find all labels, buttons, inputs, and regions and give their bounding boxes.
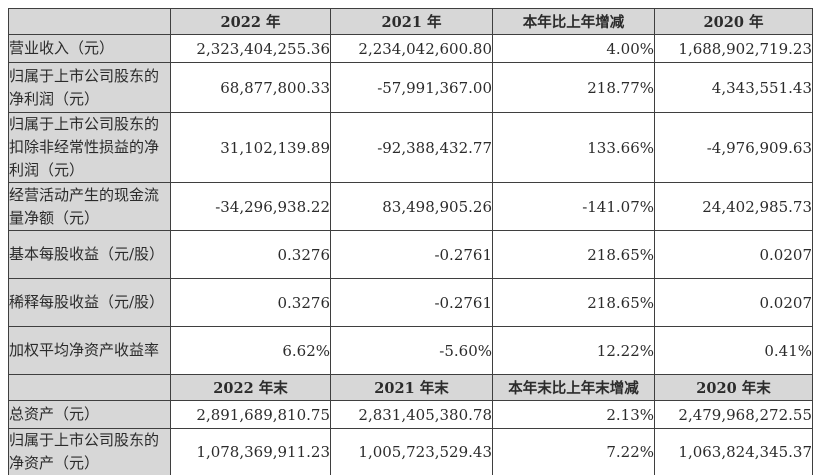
cell-2021: 2,831,405,380.78: [330, 400, 493, 429]
cell-2022: 0.3276: [170, 278, 331, 327]
cell-yoy-change: 12.22%: [492, 326, 655, 375]
cell-2020: 0.0207: [654, 230, 813, 279]
cell-2020: 0.0207: [654, 278, 813, 327]
eoy-header-2020: 2020 年末: [654, 374, 813, 401]
eoy-header-2022: 2022 年末: [170, 374, 331, 401]
table-row-net-profit: 归属于上市公司股东的净利润（元） 68,877,800.33 -57,991,3…: [8, 62, 813, 113]
cell-yoy-change: 133.66%: [492, 112, 655, 183]
row-label: 总资产（元）: [8, 400, 171, 429]
cell-yoy-change: 218.65%: [492, 230, 655, 279]
table-row-net-profit-excl-nonrecurring: 归属于上市公司股东的扣除非经常性损益的净利润（元） 31,102,139.89 …: [8, 112, 813, 183]
cell-2020: 1,688,902,719.23: [654, 34, 813, 63]
row-label: 归属于上市公司股东的净利润（元）: [8, 62, 171, 113]
financial-summary-table: 2022 年 2021 年 本年比上年增减 2020 年 营业收入（元） 2,3…: [8, 8, 813, 475]
cell-2022: 68,877,800.33: [170, 62, 331, 113]
cell-yoy-change: 4.00%: [492, 34, 655, 63]
row-label: 经营活动产生的现金流量净额（元）: [8, 182, 171, 231]
cell-2020: 0.41%: [654, 326, 813, 375]
cell-2021: 2,234,042,600.80: [330, 34, 493, 63]
annual-header-yoy-change: 本年比上年增减: [492, 8, 655, 35]
cell-2022: 0.3276: [170, 230, 331, 279]
cell-yoy-change: 2.13%: [492, 400, 655, 429]
annual-header-empty-cell: [8, 8, 171, 35]
row-label: 营业收入（元）: [8, 34, 171, 63]
table-row-total-assets: 总资产（元） 2,891,689,810.75 2,831,405,380.78…: [8, 400, 813, 429]
table-row-diluted-eps: 稀释每股收益（元/股） 0.3276 -0.2761 218.65% 0.020…: [8, 278, 813, 327]
cell-2021: -57,991,367.00: [330, 62, 493, 113]
table-row-net-assets: 归属于上市公司股东的净资产（元） 1,078,369,911.23 1,005,…: [8, 428, 813, 475]
eoy-header-yoy-change: 本年末比上年末增减: [492, 374, 655, 401]
table-row-revenue: 营业收入（元） 2,323,404,255.36 2,234,042,600.8…: [8, 34, 813, 63]
annual-header-row: 2022 年 2021 年 本年比上年增减 2020 年: [8, 8, 813, 35]
cell-yoy-change: 218.77%: [492, 62, 655, 113]
annual-header-2021: 2021 年: [330, 8, 493, 35]
cell-2021: 83,498,905.26: [330, 182, 493, 231]
row-label: 归属于上市公司股东的扣除非经常性损益的净利润（元）: [8, 112, 171, 183]
cell-2021: -0.2761: [330, 278, 493, 327]
row-label: 加权平均净资产收益率: [8, 326, 171, 375]
eoy-header-2021: 2021 年末: [330, 374, 493, 401]
cell-2022: 1,078,369,911.23: [170, 428, 331, 475]
cell-2020: -4,976,909.63: [654, 112, 813, 183]
cell-2022: 6.62%: [170, 326, 331, 375]
cell-2020: 2,479,968,272.55: [654, 400, 813, 429]
cell-2020: 1,063,824,345.37: [654, 428, 813, 475]
row-label: 基本每股收益（元/股）: [8, 230, 171, 279]
table-row-operating-cash-flow: 经营活动产生的现金流量净额（元） -34,296,938.22 83,498,9…: [8, 182, 813, 231]
cell-yoy-change: 218.65%: [492, 278, 655, 327]
eoy-header-empty-cell: [8, 374, 171, 401]
cell-2020: 24,402,985.73: [654, 182, 813, 231]
cell-2022: 2,891,689,810.75: [170, 400, 331, 429]
eoy-header-row: 2022 年末 2021 年末 本年末比上年末增减 2020 年末: [8, 374, 813, 401]
cell-2021: -92,388,432.77: [330, 112, 493, 183]
cell-2020: 4,343,551.43: [654, 62, 813, 113]
cell-yoy-change: 7.22%: [492, 428, 655, 475]
cell-2022: -34,296,938.22: [170, 182, 331, 231]
cell-2021: -5.60%: [330, 326, 493, 375]
table-row-basic-eps: 基本每股收益（元/股） 0.3276 -0.2761 218.65% 0.020…: [8, 230, 813, 279]
row-label: 归属于上市公司股东的净资产（元）: [8, 428, 171, 475]
cell-2022: 2,323,404,255.36: [170, 34, 331, 63]
table-row-weighted-avg-roe: 加权平均净资产收益率 6.62% -5.60% 12.22% 0.41%: [8, 326, 813, 375]
annual-header-2022: 2022 年: [170, 8, 331, 35]
cell-2021: 1,005,723,529.43: [330, 428, 493, 475]
cell-2022: 31,102,139.89: [170, 112, 331, 183]
cell-2021: -0.2761: [330, 230, 493, 279]
cell-yoy-change: -141.07%: [492, 182, 655, 231]
row-label: 稀释每股收益（元/股）: [8, 278, 171, 327]
annual-header-2020: 2020 年: [654, 8, 813, 35]
